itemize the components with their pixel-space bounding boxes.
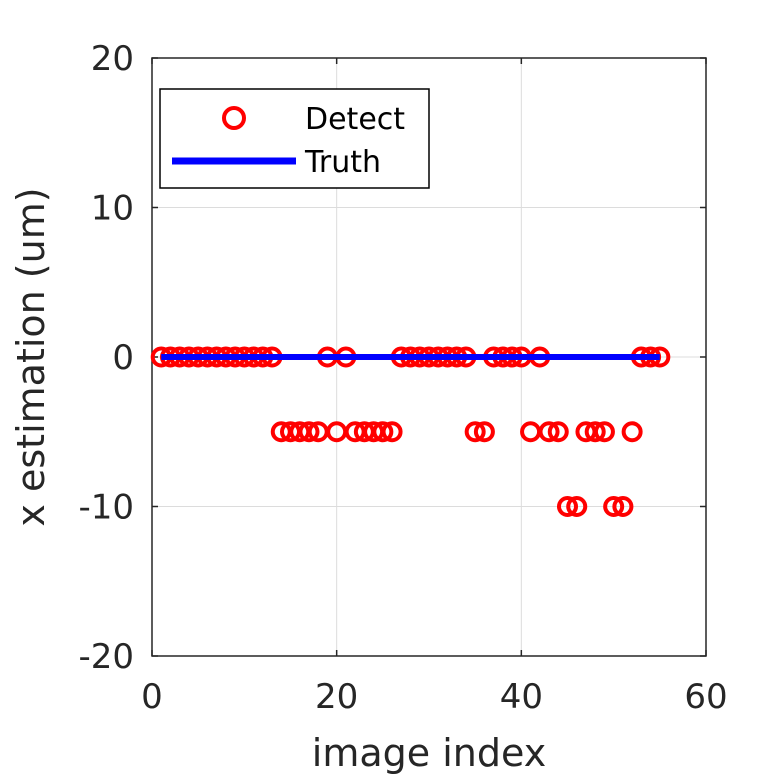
y-tick-label: 10 [91,189,134,229]
detect-point [538,421,560,443]
y-tick-label: -20 [78,637,134,677]
detect-point [381,421,403,443]
detect-point [547,421,569,443]
y-tick-labels: -20 -10 0 10 20 [78,39,134,677]
x-tick-label: 20 [315,677,358,717]
x-tick-label: 60 [684,677,727,717]
detect-point [557,496,578,517]
y-tick-label: -10 [78,488,134,528]
detect-point [464,421,486,443]
x-tick-label: 40 [500,677,543,717]
y-tick-label: 20 [91,39,134,79]
y-axis-label: x estimation (um) [9,187,53,526]
detect-point [584,421,606,443]
detect-point [298,421,320,443]
detect-point [603,496,625,517]
detect-point [612,496,634,517]
detect-point [372,421,394,443]
detect-point [520,421,542,443]
legend-detect-label: Detect [305,102,405,137]
legend: Detect Truth [159,88,430,189]
y-tick-label: 0 [112,338,134,378]
detect-point [593,421,615,443]
x-axis-label: image index [312,731,546,775]
tick-marks [151,57,707,657]
x-tick-labels: 0 20 40 60 [141,677,727,717]
legend-truth-label: Truth [304,145,381,180]
legend-box [159,88,430,189]
x-tick-label: 0 [141,677,163,717]
detect-point [621,421,643,443]
detect-point [566,496,588,517]
legend-detect-marker [222,106,246,130]
series-layer [150,346,671,517]
detect-point [473,421,495,443]
